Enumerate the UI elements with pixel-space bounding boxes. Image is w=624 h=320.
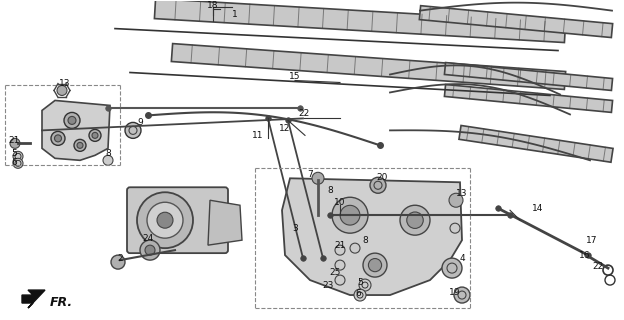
Circle shape — [340, 205, 360, 225]
Polygon shape — [282, 178, 462, 295]
Text: 6: 6 — [355, 289, 361, 298]
Circle shape — [140, 240, 160, 260]
Text: 22: 22 — [592, 262, 603, 271]
Text: 18: 18 — [207, 1, 219, 10]
Circle shape — [335, 275, 345, 285]
Text: 3: 3 — [292, 224, 298, 233]
Circle shape — [370, 177, 386, 193]
Text: 8: 8 — [105, 149, 111, 158]
Circle shape — [400, 205, 430, 235]
Text: 13: 13 — [456, 189, 468, 198]
Text: 4: 4 — [459, 254, 465, 263]
Text: 16: 16 — [579, 251, 591, 260]
Circle shape — [332, 197, 368, 233]
Text: 1: 1 — [232, 10, 238, 19]
Circle shape — [64, 112, 80, 128]
Text: 2: 2 — [117, 254, 123, 263]
Text: FR.: FR. — [50, 296, 73, 308]
Circle shape — [363, 253, 387, 277]
Text: 21: 21 — [8, 136, 20, 145]
Polygon shape — [172, 44, 565, 90]
Text: 5: 5 — [357, 277, 363, 287]
Circle shape — [359, 279, 371, 291]
Text: 21: 21 — [334, 241, 346, 250]
Text: 14: 14 — [532, 204, 544, 213]
Text: 6: 6 — [11, 158, 17, 167]
Text: 17: 17 — [587, 236, 598, 245]
Circle shape — [335, 245, 345, 255]
Circle shape — [89, 129, 101, 141]
Circle shape — [454, 287, 470, 303]
Circle shape — [54, 135, 62, 142]
Text: 24: 24 — [142, 234, 154, 243]
FancyBboxPatch shape — [127, 187, 228, 253]
Text: 5: 5 — [11, 149, 17, 158]
Text: 9: 9 — [137, 118, 143, 127]
Circle shape — [450, 223, 460, 233]
Text: 10: 10 — [334, 198, 346, 207]
Circle shape — [368, 259, 382, 272]
Text: 8: 8 — [362, 236, 368, 245]
Circle shape — [13, 158, 23, 168]
Text: 25: 25 — [329, 268, 341, 276]
Polygon shape — [459, 125, 613, 162]
Circle shape — [103, 155, 113, 165]
Text: 8: 8 — [327, 186, 333, 195]
Text: 22: 22 — [298, 109, 310, 118]
Circle shape — [68, 116, 76, 124]
Circle shape — [354, 289, 366, 301]
Text: 7: 7 — [307, 170, 313, 179]
Text: 11: 11 — [252, 131, 264, 140]
Circle shape — [449, 193, 463, 207]
Circle shape — [92, 132, 98, 138]
Polygon shape — [42, 100, 110, 160]
Text: 19: 19 — [449, 288, 461, 297]
Circle shape — [335, 260, 345, 270]
Circle shape — [111, 255, 125, 269]
Text: 15: 15 — [290, 72, 301, 81]
Polygon shape — [419, 6, 613, 37]
Polygon shape — [22, 290, 45, 308]
Circle shape — [13, 151, 23, 161]
Circle shape — [350, 243, 360, 253]
Polygon shape — [444, 62, 613, 91]
Text: 13: 13 — [59, 79, 71, 88]
Text: 12: 12 — [280, 124, 291, 133]
Circle shape — [407, 212, 423, 228]
Polygon shape — [208, 200, 242, 245]
Text: 20: 20 — [376, 173, 388, 182]
Circle shape — [157, 212, 173, 228]
Circle shape — [74, 140, 86, 151]
Circle shape — [51, 132, 65, 145]
Circle shape — [77, 142, 83, 148]
Circle shape — [137, 192, 193, 248]
Circle shape — [442, 258, 462, 278]
Polygon shape — [444, 84, 613, 112]
Circle shape — [125, 123, 141, 138]
Circle shape — [57, 85, 67, 95]
Circle shape — [145, 245, 155, 255]
Circle shape — [147, 202, 183, 238]
Text: 23: 23 — [323, 281, 334, 290]
Circle shape — [10, 138, 20, 148]
Circle shape — [312, 172, 324, 184]
Polygon shape — [154, 0, 565, 43]
